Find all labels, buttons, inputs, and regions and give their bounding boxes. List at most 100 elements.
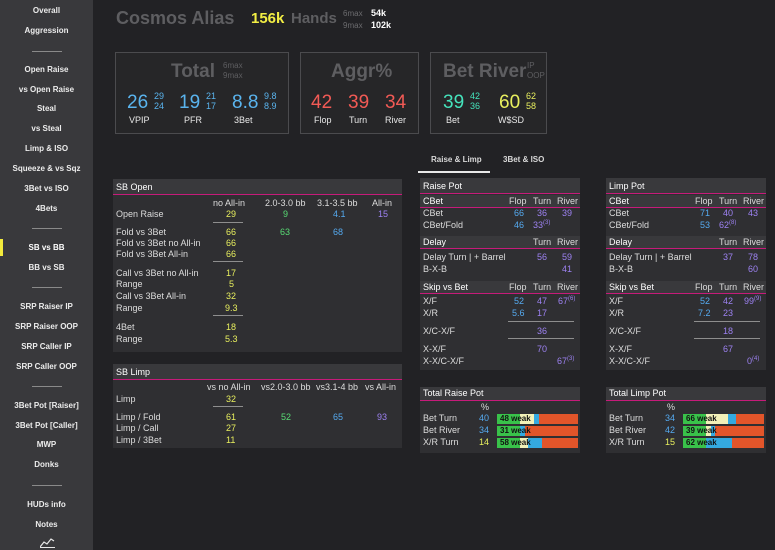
stat-value[interactable]: 17 bbox=[226, 268, 237, 278]
stat-value[interactable]: 14 bbox=[479, 437, 490, 447]
stat-value[interactable]: 7.2 bbox=[698, 308, 711, 318]
stat-value[interactable]: 61 bbox=[226, 412, 237, 422]
total-sub-9max: 9max bbox=[223, 71, 243, 80]
stat-value[interactable]: 40 bbox=[479, 413, 490, 423]
sidebar-divider bbox=[32, 287, 62, 288]
stat-value[interactable]: 4.1 bbox=[333, 209, 346, 219]
stat-value[interactable]: 46 bbox=[514, 220, 525, 230]
stat-value[interactable]: 5 bbox=[229, 279, 235, 289]
stat-value[interactable]: 5.6 bbox=[512, 308, 525, 318]
stat-value[interactable]: 18 bbox=[226, 322, 237, 332]
sidebar-item-open-raise[interactable]: Open Raise bbox=[24, 65, 69, 74]
stat-value[interactable]: 62(8) bbox=[719, 220, 737, 230]
stat-value[interactable]: 36 bbox=[537, 208, 548, 218]
stat-value[interactable]: 15 bbox=[378, 209, 389, 219]
stat-value[interactable]: 9.3 bbox=[225, 303, 238, 313]
graph-icon[interactable] bbox=[40, 537, 55, 548]
row-label: CBet bbox=[423, 208, 444, 218]
stat-value[interactable]: 43 bbox=[748, 208, 759, 218]
stat-value[interactable]: 66 bbox=[226, 238, 237, 248]
sidebar-item-limp-iso[interactable]: Limp & ISO bbox=[24, 144, 69, 153]
stat-value[interactable]: 99(9) bbox=[744, 296, 762, 306]
stat-value[interactable]: 66 bbox=[226, 249, 237, 259]
strength-bar[interactable]: 58 weak bbox=[497, 438, 578, 448]
sidebar-item-huds-info[interactable]: HUDs info bbox=[27, 500, 66, 509]
stat-value[interactable]: 11 bbox=[226, 435, 236, 445]
pfr-9max: 17 bbox=[206, 101, 217, 111]
stat-value[interactable]: 17 bbox=[537, 308, 548, 318]
stat-value[interactable]: 65 bbox=[333, 412, 344, 422]
stat-value[interactable]: 53 bbox=[700, 220, 711, 230]
sidebar-item-vs-open-raise[interactable]: vs Open Raise bbox=[18, 85, 75, 94]
stat-value[interactable]: 52 bbox=[700, 296, 711, 306]
sidebar-item-vs-steal[interactable]: vs Steal bbox=[31, 124, 62, 133]
sidebar-item-overall[interactable]: Overall bbox=[32, 6, 61, 15]
stat-value[interactable]: 39 bbox=[562, 208, 573, 218]
stat-value[interactable]: 41 bbox=[562, 264, 573, 274]
stat-value[interactable]: 47 bbox=[537, 296, 548, 306]
sidebar-item-3bet-vs-iso[interactable]: 3Bet vs ISO bbox=[24, 184, 69, 193]
sidebar-item-4bets[interactable]: 4Bets bbox=[35, 204, 58, 213]
stat-value[interactable]: 23 bbox=[723, 308, 734, 318]
strength-bar[interactable]: 31 weak bbox=[497, 426, 578, 436]
hands-label: Hands bbox=[291, 10, 337, 27]
sidebar-item-donks[interactable]: Donks bbox=[34, 460, 59, 469]
stat-value[interactable]: 67(6) bbox=[558, 296, 576, 306]
stat-value[interactable]: 5.3 bbox=[225, 334, 238, 344]
tab-3bet-iso[interactable]: 3Bet & ISO bbox=[503, 155, 545, 164]
stat-value[interactable]: 67(3) bbox=[557, 356, 575, 366]
stat-value[interactable]: 52 bbox=[514, 296, 525, 306]
stat-value[interactable]: 33(3) bbox=[533, 220, 551, 230]
stat-value[interactable]: 32 bbox=[226, 291, 237, 301]
bar-segment-green bbox=[497, 426, 520, 436]
stat-value[interactable]: 34 bbox=[665, 413, 676, 423]
sidebar-item-sb-vs-bb[interactable]: SB vs BB bbox=[28, 243, 65, 252]
stat-value[interactable]: 36 bbox=[537, 326, 548, 336]
stat-value[interactable]: 29 bbox=[226, 209, 237, 219]
strength-bar[interactable]: 62 weak bbox=[683, 438, 764, 448]
strength-bar[interactable]: 39 weak bbox=[683, 426, 764, 436]
stat-value[interactable]: 32 bbox=[226, 394, 237, 404]
stat-value[interactable]: 40 bbox=[723, 208, 734, 218]
stat-value[interactable]: 63 bbox=[280, 227, 291, 237]
tab-raise-limp[interactable]: Raise & Limp bbox=[431, 155, 482, 164]
sidebar-item-3bet-pot-caller[interactable]: 3Bet Pot [Caller] bbox=[15, 421, 78, 430]
sidebar-item-bb-vs-sb[interactable]: BB vs SB bbox=[28, 263, 65, 272]
stat-value[interactable]: 9 bbox=[283, 209, 289, 219]
stat-value[interactable]: 93 bbox=[377, 412, 388, 422]
sidebar-item-3bet-pot-raiser[interactable]: 3Bet Pot [Raiser] bbox=[14, 401, 79, 410]
stat-value[interactable]: 78 bbox=[748, 252, 759, 262]
stat-value[interactable]: 42 bbox=[723, 296, 734, 306]
stat-value[interactable]: 34 bbox=[479, 425, 490, 435]
sidebar-item-srp-caller-ip[interactable]: SRP Caller IP bbox=[21, 342, 72, 351]
sidebar-item-mwp[interactable]: MWP bbox=[36, 440, 57, 449]
sidebar-item-notes[interactable]: Notes bbox=[35, 520, 58, 529]
stat-value[interactable]: 56 bbox=[537, 252, 548, 262]
stat-value[interactable]: 59 bbox=[562, 252, 573, 262]
sidebar-item-squeeze[interactable]: Squeeze & vs Sqz bbox=[12, 164, 81, 173]
col-header: Flop bbox=[695, 196, 713, 206]
stat-value[interactable]: 66 bbox=[514, 208, 525, 218]
sidebar-item-srp-raiser-oop[interactable]: SRP Raiser OOP bbox=[15, 322, 78, 331]
stat-value[interactable]: 71 bbox=[700, 208, 711, 218]
stat-value[interactable]: 70 bbox=[537, 344, 548, 354]
total-raise-pot-title: Total Raise Pot bbox=[423, 388, 484, 398]
stat-value[interactable]: 27 bbox=[226, 423, 237, 433]
stat-value[interactable]: 15 bbox=[665, 437, 676, 447]
stat-value[interactable]: 66 bbox=[226, 227, 237, 237]
stat-value[interactable]: 68 bbox=[333, 227, 344, 237]
sidebar-item-steal[interactable]: Steal bbox=[36, 104, 57, 113]
stat-value[interactable]: 42 bbox=[665, 425, 676, 435]
row-label: X-X/C-X/F bbox=[423, 356, 465, 366]
stat-value[interactable]: 60 bbox=[748, 264, 759, 274]
stat-value[interactable]: 0(4) bbox=[747, 356, 760, 366]
stat-value[interactable]: 67 bbox=[723, 344, 734, 354]
stat-value[interactable]: 18 bbox=[723, 326, 734, 336]
stat-value[interactable]: 52 bbox=[281, 412, 292, 422]
sidebar-item-srp-caller-oop[interactable]: SRP Caller OOP bbox=[16, 362, 77, 371]
stat-value[interactable]: 37 bbox=[723, 252, 734, 262]
strength-bar[interactable]: 66 weak bbox=[683, 414, 764, 424]
strength-bar[interactable]: 48 weak bbox=[497, 414, 578, 424]
sidebar-item-aggression[interactable]: Aggression bbox=[24, 26, 69, 35]
sidebar-item-srp-raiser-ip[interactable]: SRP Raiser IP bbox=[20, 302, 73, 311]
